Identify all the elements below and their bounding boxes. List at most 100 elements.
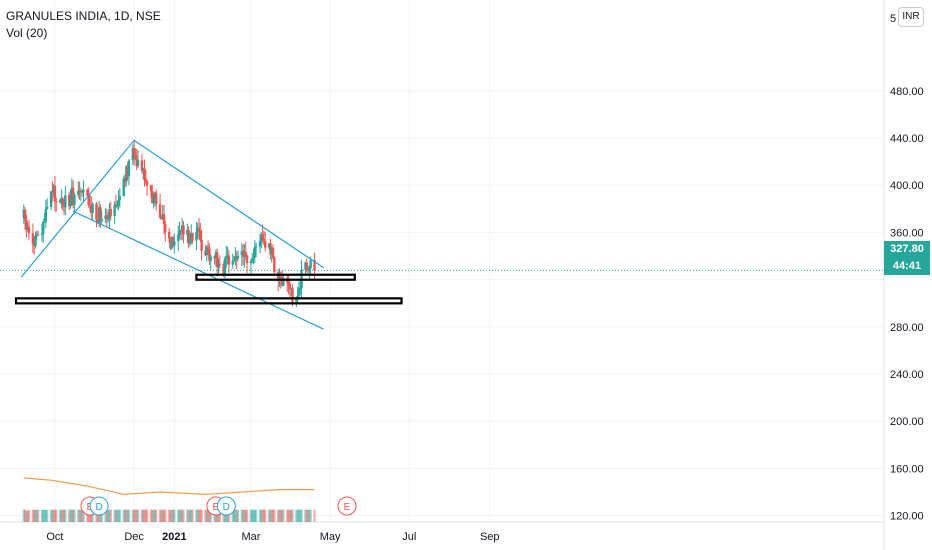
volume-bar <box>234 509 237 522</box>
candle-body <box>205 247 209 256</box>
candle-body <box>304 262 307 270</box>
candle-body <box>80 191 84 193</box>
volume-bar <box>51 509 54 522</box>
volume-bar <box>161 509 164 522</box>
volume-bar <box>235 509 238 522</box>
candle-body <box>226 255 229 257</box>
candle-body <box>306 269 310 271</box>
candle-body <box>151 190 154 204</box>
volume-bar <box>200 509 203 522</box>
candle-body <box>309 259 312 269</box>
event-marker-label: D <box>95 502 102 513</box>
symbol-label[interactable]: GRANULES INDIA, 1D, NSE <box>6 9 161 23</box>
candle-body <box>195 232 198 241</box>
candle-body <box>231 260 234 265</box>
volume-bar <box>253 509 257 522</box>
volume-bar <box>289 509 293 522</box>
candle-body <box>262 239 266 242</box>
candle-body <box>79 191 83 193</box>
volume-bar <box>95 509 98 522</box>
volume-bar <box>269 509 272 522</box>
volume-bar <box>297 509 301 522</box>
volume-bar <box>262 509 266 522</box>
volume-bar <box>31 509 35 522</box>
candle-body <box>241 250 245 257</box>
candle-body <box>161 214 164 220</box>
candle-body <box>178 230 181 235</box>
volume-bar <box>87 509 90 522</box>
volume-bar <box>126 509 129 522</box>
volume-ma-line <box>23 477 315 496</box>
volume-bar <box>232 509 236 522</box>
candle-body <box>236 255 240 259</box>
price-tick-label: 360.00 <box>890 227 924 239</box>
volume-bar <box>188 509 192 522</box>
candle-body <box>90 205 93 213</box>
volume-bar <box>86 509 89 522</box>
candle-body <box>68 195 71 207</box>
volume-bar <box>231 509 234 522</box>
volume-bar <box>68 509 71 522</box>
volume-bar <box>136 509 140 522</box>
candle-body <box>179 230 183 233</box>
candle-body <box>240 250 244 256</box>
volume-bar <box>79 509 83 522</box>
volume-bar <box>305 509 308 522</box>
candle-body <box>145 181 149 186</box>
candle-body <box>258 240 262 247</box>
candle-body <box>279 277 282 280</box>
time-tick-label: Sep <box>480 531 500 543</box>
candle-body <box>180 225 184 233</box>
volume-bar <box>134 509 137 522</box>
volume-bar <box>178 509 181 522</box>
volume-bar <box>313 509 316 522</box>
candle-body <box>42 222 45 234</box>
volume-bar <box>204 509 207 522</box>
candle-body <box>280 279 284 286</box>
candle-body <box>71 187 75 205</box>
currency-badge[interactable]: INR <box>898 7 924 27</box>
volume-bar <box>100 509 103 522</box>
candle-body <box>170 237 173 249</box>
volume-bar <box>64 509 67 522</box>
candle-body <box>118 196 122 200</box>
volume-bar <box>309 509 312 522</box>
volume-bar <box>142 509 145 522</box>
candle-body <box>232 260 236 262</box>
candle-body <box>295 297 298 302</box>
volume-bar <box>27 509 31 522</box>
volume-bar <box>118 509 122 522</box>
candle-body <box>188 241 192 244</box>
volume-bar <box>171 509 175 522</box>
candle-body <box>162 214 166 224</box>
volume-bar <box>49 509 53 522</box>
volume-bar <box>190 509 193 522</box>
candle-body <box>287 282 290 284</box>
volume-bar <box>291 509 294 522</box>
volume-bar <box>127 509 131 522</box>
candle-body <box>23 209 27 220</box>
candle-body <box>78 190 81 192</box>
candle-body <box>49 191 53 207</box>
candle-body <box>117 199 120 206</box>
candle-body <box>91 203 94 213</box>
volume-bar <box>258 509 262 522</box>
candle-body <box>276 272 280 281</box>
volume-indicator-label[interactable]: Vol (20) <box>6 26 48 40</box>
candle-body <box>261 234 264 240</box>
volume-bar <box>218 509 221 522</box>
volume-bar <box>42 509 45 522</box>
volume-bar <box>206 509 210 522</box>
candle-body <box>235 256 238 259</box>
candle-body <box>99 207 102 222</box>
candle-body <box>95 203 98 220</box>
volume-bar <box>96 509 99 522</box>
candle-body <box>22 209 25 219</box>
candle-body <box>127 160 131 177</box>
volume-bar <box>186 509 189 522</box>
candle-body <box>245 255 249 264</box>
candle-body <box>191 233 194 241</box>
volume-bar <box>43 509 46 522</box>
price-tick-label: 280.00 <box>890 322 924 334</box>
